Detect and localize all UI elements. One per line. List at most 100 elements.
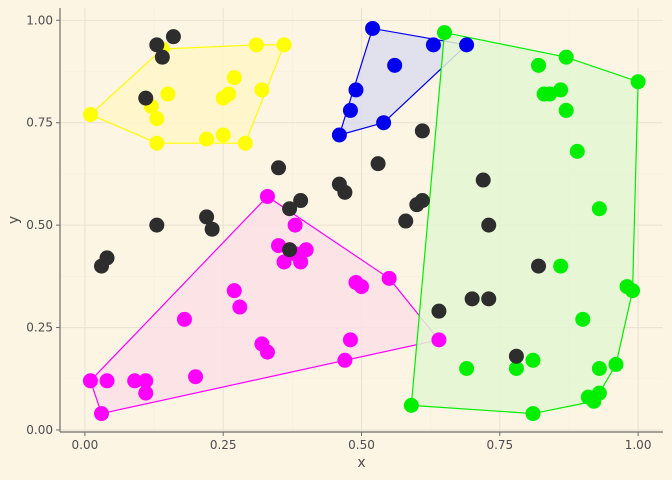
- data-point-series-4: [481, 217, 497, 233]
- data-point-series-4: [508, 348, 524, 364]
- data-point-series-2: [381, 270, 397, 286]
- x-axis-title: x: [357, 455, 365, 471]
- y-axis-title: y: [6, 216, 22, 224]
- data-point-series-3: [531, 57, 547, 73]
- data-point-series-3: [558, 49, 574, 65]
- hull-polygon-3: [410, 31, 639, 415]
- data-point-series-2: [82, 373, 98, 389]
- data-point-series-4: [414, 123, 430, 139]
- y-tick-label: 0.25: [26, 321, 53, 335]
- data-point-series-2: [259, 188, 275, 204]
- data-point-series-4: [199, 209, 215, 225]
- data-point-series-3: [591, 201, 607, 217]
- data-point-series-2: [337, 352, 353, 368]
- data-point-series-2: [138, 373, 154, 389]
- data-point-series-2: [259, 344, 275, 360]
- data-point-series-2: [298, 242, 314, 258]
- hull-polygon-0: [89, 44, 285, 144]
- data-point-series-1: [342, 102, 358, 118]
- x-tick-label: 1.00: [625, 438, 652, 452]
- data-point-series-0: [254, 82, 270, 98]
- data-point-series-3: [553, 82, 569, 98]
- data-point-series-4: [138, 90, 154, 106]
- data-point-series-1: [331, 127, 347, 143]
- y-tick-label: 0.00: [26, 423, 53, 437]
- data-point-series-2: [276, 254, 292, 270]
- data-point-series-4: [414, 193, 430, 209]
- data-point-series-1: [376, 115, 392, 131]
- y-tick-label: 0.75: [26, 116, 53, 130]
- y-tick-label: 0.50: [26, 218, 53, 232]
- y-tick-label: 1.00: [26, 13, 53, 27]
- data-point-series-0: [82, 107, 98, 123]
- data-point-series-3: [558, 102, 574, 118]
- data-point-series-1: [365, 20, 381, 36]
- data-point-series-0: [160, 86, 176, 102]
- data-point-series-4: [204, 221, 220, 237]
- data-point-series-4: [282, 242, 298, 258]
- data-point-series-4: [464, 291, 480, 307]
- data-point-series-3: [608, 356, 624, 372]
- data-point-series-0: [215, 127, 231, 143]
- data-point-series-0: [226, 70, 242, 86]
- data-point-series-4: [165, 29, 181, 45]
- data-point-series-3: [436, 25, 452, 41]
- data-point-series-3: [625, 283, 641, 299]
- data-point-series-0: [237, 135, 253, 151]
- data-point-series-4: [370, 156, 386, 172]
- data-point-series-4: [149, 217, 165, 233]
- data-point-series-3: [508, 361, 524, 377]
- data-point-series-3: [591, 385, 607, 401]
- data-point-series-1: [459, 37, 475, 53]
- data-point-series-4: [99, 250, 115, 266]
- data-point-series-2: [99, 373, 115, 389]
- data-point-series-1: [387, 57, 403, 73]
- data-point-series-2: [188, 369, 204, 385]
- data-point-series-0: [221, 86, 237, 102]
- data-point-series-0: [276, 37, 292, 53]
- data-point-series-2: [226, 283, 242, 299]
- data-point-series-3: [569, 143, 585, 159]
- data-point-series-1: [425, 37, 441, 53]
- data-point-series-2: [354, 279, 369, 295]
- data-point-series-2: [431, 332, 447, 348]
- x-tick-label: 0.50: [348, 438, 375, 452]
- data-point-series-4: [531, 258, 547, 274]
- data-point-series-2: [127, 373, 143, 389]
- data-point-series-2: [293, 254, 309, 270]
- data-point-series-4: [271, 160, 287, 176]
- data-point-series-0: [248, 37, 264, 53]
- data-point-series-3: [525, 352, 541, 368]
- data-point-series-0: [199, 131, 215, 147]
- data-point-series-3: [403, 397, 419, 413]
- data-point-series-2: [93, 406, 109, 422]
- data-point-series-0: [149, 135, 165, 151]
- data-point-series-2: [287, 217, 303, 233]
- x-axis-ticks: 0.00 0.25 0.50 0.75 1.00: [72, 432, 652, 452]
- data-point-series-1: [348, 82, 364, 98]
- data-point-series-2: [232, 299, 248, 315]
- data-point-series-4: [398, 213, 414, 229]
- data-point-series-4: [475, 172, 491, 188]
- data-point-series-3: [575, 311, 591, 327]
- data-point-series-3: [630, 74, 646, 90]
- data-point-series-0: [149, 111, 165, 127]
- y-axis-ticks: 0.00 0.25 0.50 0.75 1.00: [26, 13, 60, 437]
- x-tick-label: 0.25: [210, 438, 237, 452]
- data-point-series-4: [149, 37, 165, 53]
- data-point-series-4: [282, 201, 298, 217]
- data-point-series-3: [553, 258, 569, 274]
- data-point-series-2: [176, 311, 192, 327]
- data-point-series-3: [459, 361, 475, 377]
- data-point-series-3: [591, 361, 607, 377]
- data-point-series-4: [481, 291, 497, 307]
- data-point-series-4: [154, 49, 170, 65]
- data-point-series-4: [431, 303, 447, 319]
- data-point-series-3: [525, 406, 541, 422]
- x-tick-label: 0.00: [72, 438, 99, 452]
- data-points: [82, 20, 646, 422]
- data-point-series-2: [138, 385, 154, 401]
- data-point-series-4: [293, 193, 309, 209]
- data-point-series-4: [337, 184, 353, 200]
